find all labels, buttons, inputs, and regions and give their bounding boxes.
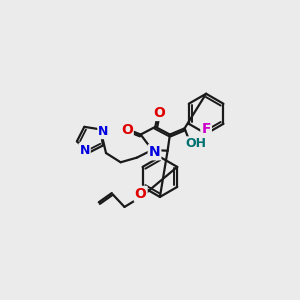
Text: N: N	[98, 125, 109, 138]
Text: N: N	[80, 144, 90, 157]
Text: O: O	[153, 106, 165, 120]
Text: F: F	[201, 122, 211, 136]
Text: O: O	[121, 123, 133, 137]
Text: O: O	[135, 187, 147, 201]
Text: OH: OH	[186, 137, 207, 150]
Text: N: N	[149, 145, 160, 159]
